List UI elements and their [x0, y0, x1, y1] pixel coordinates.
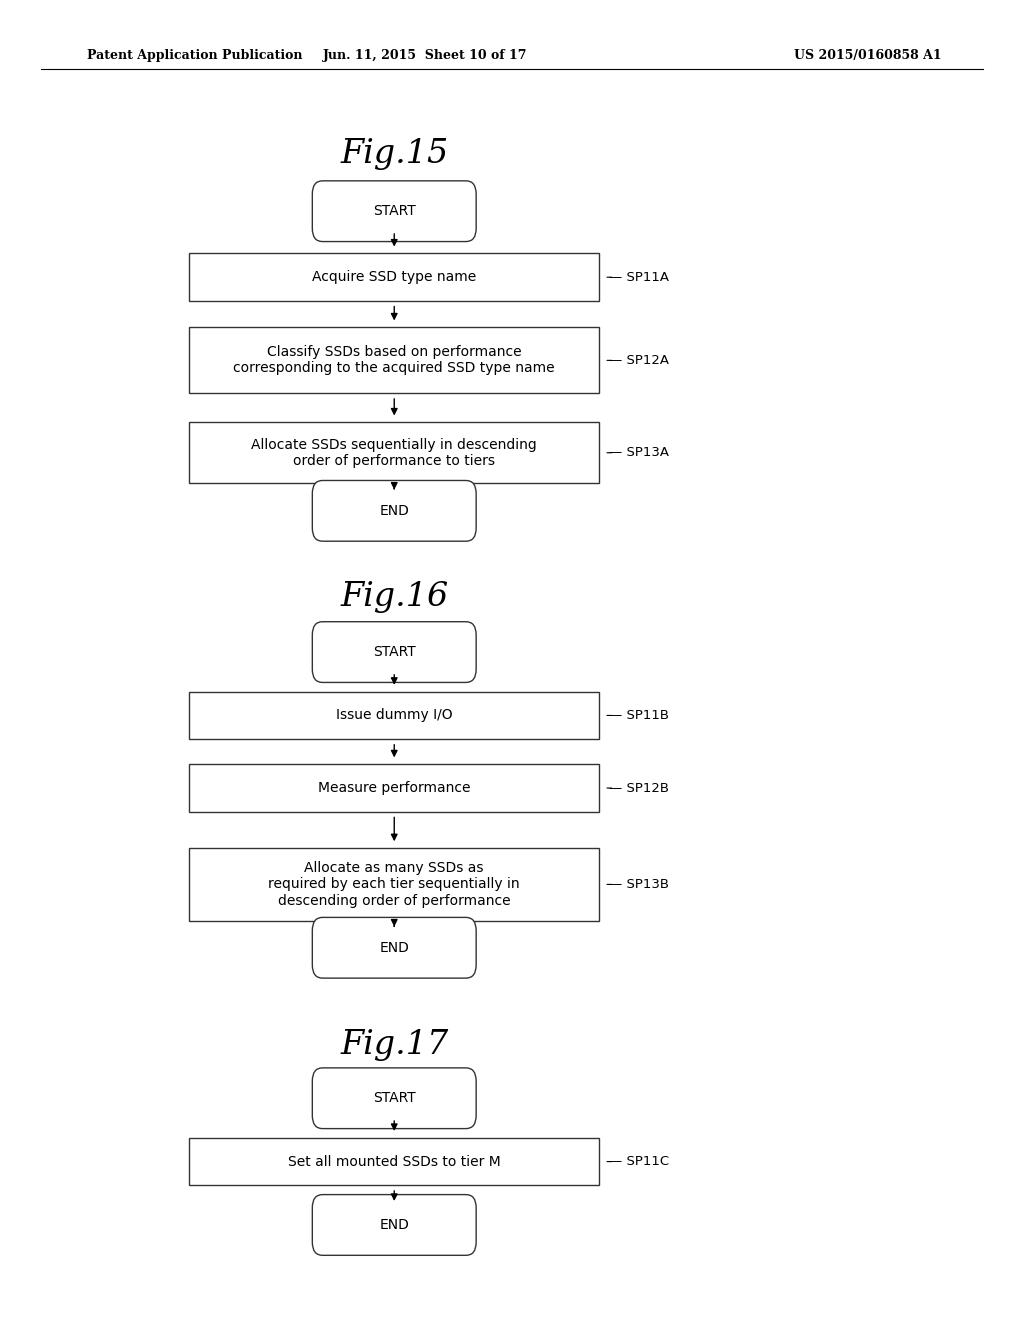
- FancyBboxPatch shape: [312, 1195, 476, 1255]
- FancyBboxPatch shape: [312, 622, 476, 682]
- FancyBboxPatch shape: [312, 480, 476, 541]
- Text: Issue dummy I/O: Issue dummy I/O: [336, 709, 453, 722]
- FancyBboxPatch shape: [312, 917, 476, 978]
- Text: START: START: [373, 205, 416, 218]
- Text: Allocate as many SSDs as
required by each tier sequentially in
descending order : Allocate as many SSDs as required by eac…: [268, 861, 520, 908]
- Text: — SP11B: — SP11B: [609, 709, 670, 722]
- Bar: [189, 764, 599, 812]
- FancyBboxPatch shape: [312, 181, 476, 242]
- Text: — SP13B: — SP13B: [609, 878, 670, 891]
- Text: — SP12A: — SP12A: [609, 354, 670, 367]
- Text: END: END: [379, 941, 410, 954]
- Text: — SP12B: — SP12B: [609, 781, 670, 795]
- Text: Fig.17: Fig.17: [340, 1030, 449, 1061]
- Bar: [189, 253, 599, 301]
- Text: END: END: [379, 1218, 410, 1232]
- Bar: [189, 692, 599, 739]
- Text: Classify SSDs based on performance
corresponding to the acquired SSD type name: Classify SSDs based on performance corre…: [233, 346, 555, 375]
- Text: END: END: [379, 504, 410, 517]
- Text: Fig.16: Fig.16: [340, 581, 449, 612]
- Text: Patent Application Publication: Patent Application Publication: [87, 49, 302, 62]
- Text: Set all mounted SSDs to tier M: Set all mounted SSDs to tier M: [288, 1155, 501, 1168]
- FancyBboxPatch shape: [312, 1068, 476, 1129]
- Text: Measure performance: Measure performance: [318, 781, 470, 795]
- Text: — SP13A: — SP13A: [609, 446, 670, 459]
- Text: Allocate SSDs sequentially in descending
order of performance to tiers: Allocate SSDs sequentially in descending…: [251, 438, 538, 467]
- Text: Jun. 11, 2015  Sheet 10 of 17: Jun. 11, 2015 Sheet 10 of 17: [323, 49, 527, 62]
- Text: US 2015/0160858 A1: US 2015/0160858 A1: [795, 49, 942, 62]
- Text: START: START: [373, 645, 416, 659]
- Bar: [189, 849, 599, 921]
- Text: Fig.15: Fig.15: [340, 139, 449, 170]
- Bar: [189, 327, 599, 393]
- Bar: [189, 422, 599, 483]
- Text: — SP11A: — SP11A: [609, 271, 670, 284]
- Text: START: START: [373, 1092, 416, 1105]
- Bar: [189, 1138, 599, 1185]
- Text: Acquire SSD type name: Acquire SSD type name: [312, 271, 476, 284]
- Text: — SP11C: — SP11C: [609, 1155, 670, 1168]
